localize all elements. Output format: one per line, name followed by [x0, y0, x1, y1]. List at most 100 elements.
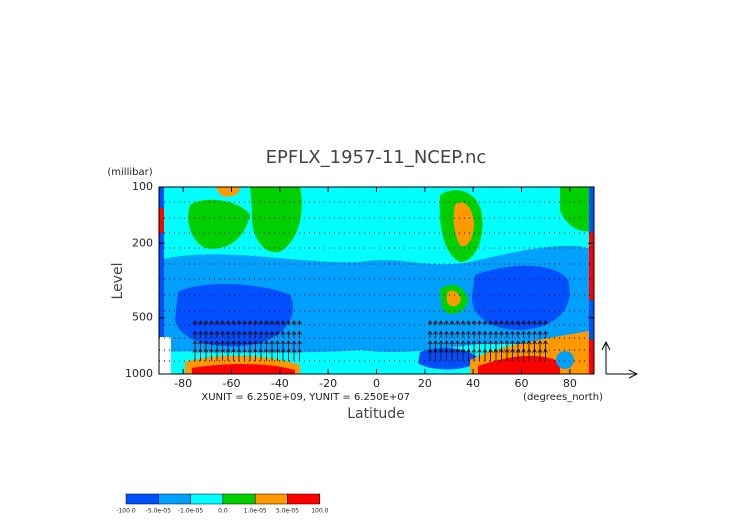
vector-arrow: [297, 348, 302, 361]
vector-arrow: [477, 320, 482, 325]
vector-arrow: [220, 340, 225, 350]
vector-arrow: [269, 320, 275, 325]
contour-field: [159, 187, 594, 374]
vector-arrow: [214, 330, 220, 338]
colorbar-box: [190, 493, 224, 505]
vector-arrow: [258, 320, 264, 325]
ref-arrow-y: [601, 340, 611, 374]
vector-arrow: [471, 348, 477, 361]
vector-arrow: [192, 320, 198, 325]
vector-arrow: [433, 340, 438, 350]
vector-arrow: [231, 340, 236, 350]
vector-arrow: [449, 320, 455, 325]
contour-region: [471, 265, 570, 330]
vector-arrow: [488, 330, 493, 338]
colorbar-box: [158, 493, 191, 505]
vector-arrow: [291, 348, 297, 361]
vector-arrow: [493, 330, 499, 338]
colorbar-label: 5.0e-05: [276, 508, 299, 515]
vector-arrow: [449, 330, 455, 338]
contour-region: [250, 187, 302, 253]
colorbar-label: 100.0: [311, 508, 328, 515]
colorbar: -100.0 -5.0e-05 -1.0e-05 0.0 1.0e-05 5.0e-05 1…: [116, 493, 329, 515]
vector-arrow: [515, 348, 521, 361]
vector-arrow: [225, 330, 231, 338]
contour-region: [159, 187, 164, 337]
vector-arrow: [253, 330, 258, 338]
vector-arrow: [471, 340, 477, 350]
vector-arrow: [220, 330, 225, 338]
contour-region: [188, 199, 250, 249]
x-units: (degrees_north): [523, 392, 603, 403]
vector-arrow: [460, 330, 466, 338]
vector-arrow: [427, 348, 433, 361]
vector-arrow: [203, 320, 209, 325]
vector-arrow: [286, 340, 291, 350]
x-tick-label: 20: [418, 377, 432, 390]
x-tick-label: -20: [319, 377, 337, 390]
vector-arrow: [438, 348, 444, 361]
vector-arrow: [253, 348, 258, 361]
vector-arrow: [209, 320, 214, 325]
contour-region: [453, 202, 474, 247]
x-tick-label: -80: [174, 377, 192, 390]
vector-arrow: [537, 330, 543, 338]
y-units: (millibar): [107, 167, 152, 178]
vector-arrow: [438, 320, 444, 325]
contour-region: [215, 187, 240, 197]
vector-arrow: [280, 320, 286, 325]
vector-arrow: [532, 320, 537, 325]
vector-arrow: [477, 348, 482, 361]
contour-region: [192, 364, 295, 374]
vector-arrow: [466, 348, 471, 361]
vector-arrow: [466, 330, 471, 338]
vector-arrow: [504, 320, 510, 325]
annotation: XUNIT = 6.250E+09, YUNIT = 6.250E+07: [201, 392, 410, 403]
vector-arrow: [427, 330, 433, 338]
colorbar-box: [125, 493, 159, 505]
vector-arrow: [543, 348, 548, 361]
vector-arrow: [493, 348, 499, 361]
vector-arrow: [225, 348, 231, 361]
vector-arrow: [449, 348, 455, 361]
vector-arrow: [236, 330, 242, 338]
vector-arrow: [444, 330, 449, 338]
vector-arrow: [275, 320, 280, 325]
x-tick-label: -60: [223, 377, 241, 390]
vector-arrow: [280, 348, 286, 361]
vector-arrow: [444, 320, 449, 325]
vector-arrow: [269, 348, 275, 361]
vector-arrow: [449, 340, 455, 350]
vector-arrow: [521, 320, 526, 325]
vector-arrow: [242, 340, 247, 350]
vector-arrow: [280, 340, 286, 350]
vector-arrow: [275, 348, 280, 361]
vector-arrow: [510, 330, 515, 338]
vector-arrow: [192, 330, 198, 338]
vector-arrow: [220, 348, 225, 361]
vector-arrow: [526, 348, 532, 361]
ref-arrow-x: [606, 369, 639, 379]
x-tick-label: 80: [563, 377, 577, 390]
vector-arrow: [264, 330, 269, 338]
vector-arrow: [471, 330, 477, 338]
colorbar-label: -1.0e-05: [178, 508, 203, 515]
vector-arrow: [482, 330, 488, 338]
vector-arrow: [214, 340, 220, 350]
vector-arrow: [532, 330, 537, 338]
vector-arrow: [236, 348, 242, 361]
contour-region: [560, 187, 594, 232]
vector-arrow: [291, 340, 297, 350]
vector-arrow: [264, 340, 269, 350]
vector-arrow: [515, 330, 521, 338]
vector-arrow: [236, 340, 242, 350]
vector-arrow: [499, 348, 504, 361]
vector-arrow: [455, 348, 460, 361]
vector-arrow: [192, 340, 198, 350]
vector-arrow: [460, 348, 466, 361]
vector-arrow: [258, 340, 264, 350]
contour-region: [418, 348, 480, 370]
vector-arrow: [471, 320, 477, 325]
colorbar-box: [222, 493, 256, 505]
